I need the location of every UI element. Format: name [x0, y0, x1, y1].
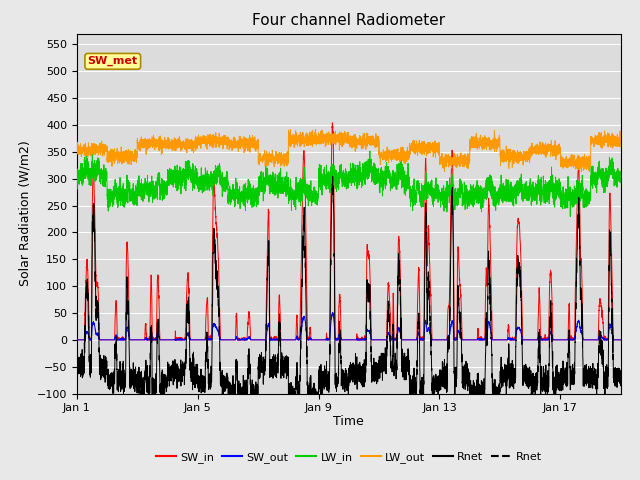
X-axis label: Time: Time	[333, 415, 364, 428]
Text: SW_met: SW_met	[88, 56, 138, 66]
Title: Four channel Radiometer: Four channel Radiometer	[252, 13, 445, 28]
Y-axis label: Solar Radiation (W/m2): Solar Radiation (W/m2)	[18, 141, 31, 287]
Legend: SW_in, SW_out, LW_in, LW_out, Rnet, Rnet: SW_in, SW_out, LW_in, LW_out, Rnet, Rnet	[151, 447, 547, 467]
